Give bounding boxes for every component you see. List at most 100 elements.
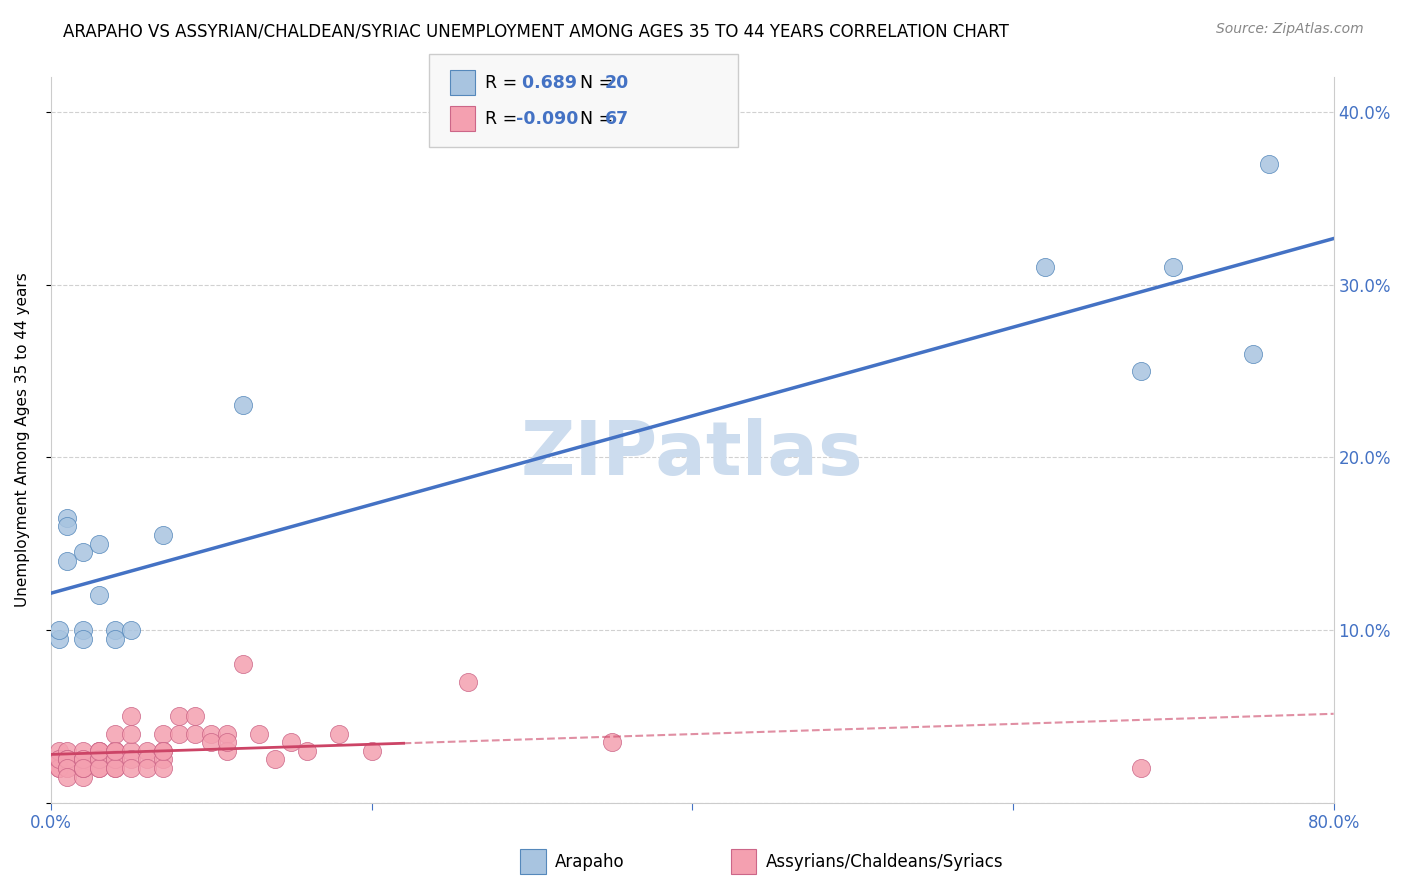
Point bbox=[120, 709, 142, 723]
Point bbox=[56, 510, 79, 524]
Point bbox=[104, 744, 127, 758]
Point bbox=[56, 752, 79, 766]
Point bbox=[152, 744, 174, 758]
Point bbox=[1033, 260, 1056, 275]
Point bbox=[264, 752, 287, 766]
Point bbox=[56, 519, 79, 533]
Text: ZIPatlas: ZIPatlas bbox=[522, 418, 863, 491]
Point bbox=[87, 744, 110, 758]
Point bbox=[56, 761, 79, 775]
Point bbox=[87, 744, 110, 758]
Point bbox=[87, 752, 110, 766]
Point bbox=[167, 726, 190, 740]
Point bbox=[48, 623, 70, 637]
Point bbox=[72, 545, 94, 559]
Point bbox=[217, 735, 239, 749]
Point bbox=[72, 744, 94, 758]
Y-axis label: Unemployment Among Ages 35 to 44 years: Unemployment Among Ages 35 to 44 years bbox=[15, 273, 30, 607]
Point bbox=[152, 761, 174, 775]
Point bbox=[87, 536, 110, 550]
Point bbox=[48, 761, 70, 775]
Point bbox=[72, 632, 94, 646]
Text: N =: N = bbox=[569, 74, 619, 92]
Text: 20: 20 bbox=[605, 74, 628, 92]
Point bbox=[104, 761, 127, 775]
Point bbox=[280, 735, 302, 749]
Point bbox=[297, 744, 319, 758]
Point bbox=[104, 744, 127, 758]
Point bbox=[48, 752, 70, 766]
Point bbox=[184, 709, 207, 723]
Point bbox=[120, 752, 142, 766]
Text: 67: 67 bbox=[605, 110, 628, 128]
Point bbox=[328, 726, 350, 740]
Point bbox=[72, 761, 94, 775]
Point bbox=[72, 761, 94, 775]
Point bbox=[87, 761, 110, 775]
Point bbox=[72, 623, 94, 637]
Point bbox=[87, 744, 110, 758]
Point bbox=[247, 726, 270, 740]
Point bbox=[104, 632, 127, 646]
Text: Assyrians/Chaldeans/Syriacs: Assyrians/Chaldeans/Syriacs bbox=[766, 853, 1004, 871]
Point bbox=[56, 752, 79, 766]
Point bbox=[232, 399, 254, 413]
Point bbox=[136, 744, 159, 758]
Point bbox=[1161, 260, 1184, 275]
Point bbox=[87, 752, 110, 766]
Point bbox=[48, 761, 70, 775]
Text: Arapaho: Arapaho bbox=[555, 853, 626, 871]
Point bbox=[56, 752, 79, 766]
Text: 0.689: 0.689 bbox=[516, 74, 576, 92]
Point bbox=[136, 761, 159, 775]
Point bbox=[184, 726, 207, 740]
Point bbox=[152, 528, 174, 542]
Point bbox=[136, 752, 159, 766]
Point bbox=[48, 752, 70, 766]
Text: ARAPAHO VS ASSYRIAN/CHALDEAN/SYRIAC UNEMPLOYMENT AMONG AGES 35 TO 44 YEARS CORRE: ARAPAHO VS ASSYRIAN/CHALDEAN/SYRIAC UNEM… bbox=[63, 22, 1010, 40]
Point bbox=[72, 761, 94, 775]
Point bbox=[120, 726, 142, 740]
Point bbox=[87, 588, 110, 602]
Text: Source: ZipAtlas.com: Source: ZipAtlas.com bbox=[1216, 22, 1364, 37]
Point bbox=[1130, 761, 1153, 775]
Point bbox=[1243, 347, 1265, 361]
Point bbox=[167, 709, 190, 723]
Point bbox=[200, 735, 222, 749]
Point bbox=[104, 726, 127, 740]
Point bbox=[1258, 157, 1281, 171]
Point bbox=[72, 752, 94, 766]
Point bbox=[217, 744, 239, 758]
Text: R =: R = bbox=[485, 74, 523, 92]
Point bbox=[120, 623, 142, 637]
Point bbox=[48, 744, 70, 758]
Text: R =: R = bbox=[485, 110, 523, 128]
Point bbox=[72, 770, 94, 784]
Point bbox=[104, 752, 127, 766]
Point bbox=[152, 726, 174, 740]
Point bbox=[104, 744, 127, 758]
Point bbox=[56, 554, 79, 568]
Point bbox=[600, 735, 623, 749]
Point bbox=[457, 674, 479, 689]
Point bbox=[56, 761, 79, 775]
Point bbox=[152, 752, 174, 766]
Point bbox=[87, 761, 110, 775]
Point bbox=[56, 744, 79, 758]
Text: N =: N = bbox=[569, 110, 619, 128]
Point bbox=[104, 761, 127, 775]
Point bbox=[120, 744, 142, 758]
Point bbox=[104, 623, 127, 637]
Point bbox=[56, 770, 79, 784]
Text: -0.090: -0.090 bbox=[516, 110, 578, 128]
Point bbox=[48, 632, 70, 646]
Point bbox=[152, 744, 174, 758]
Point bbox=[217, 726, 239, 740]
Point bbox=[1130, 364, 1153, 378]
Point bbox=[72, 752, 94, 766]
Point bbox=[104, 752, 127, 766]
Point bbox=[200, 726, 222, 740]
Point bbox=[72, 752, 94, 766]
Point bbox=[120, 761, 142, 775]
Point bbox=[360, 744, 382, 758]
